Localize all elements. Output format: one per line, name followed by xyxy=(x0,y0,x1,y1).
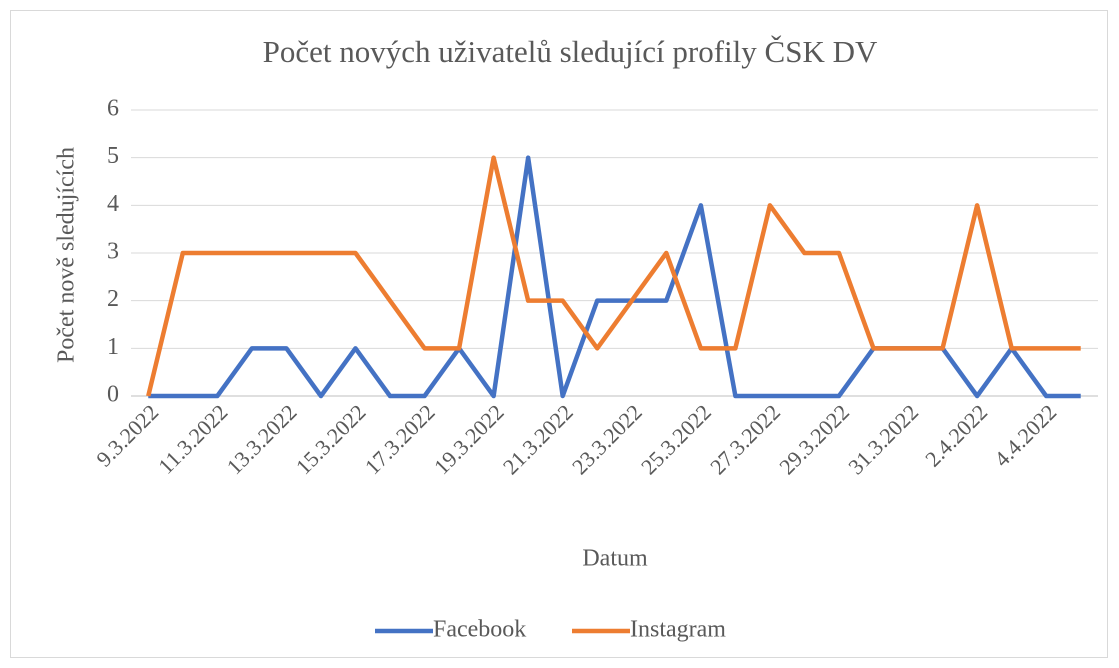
series-line xyxy=(146,155,1081,397)
y-tick-label: 3 xyxy=(107,239,119,265)
y-tick-label: 6 xyxy=(107,96,119,122)
y-tick-label: 2 xyxy=(107,286,119,312)
chart-border xyxy=(10,10,1108,658)
chart-title: Počet nových uživatelů sledující profily… xyxy=(263,34,878,69)
y-tick-label: 4 xyxy=(107,191,119,217)
legend-label: Instagram xyxy=(630,617,726,643)
x-axis-label: Datum xyxy=(582,546,648,572)
y-tick-label: 0 xyxy=(107,382,119,408)
y-tick-label: 5 xyxy=(107,143,119,169)
legend-label: Facebook xyxy=(433,617,526,643)
y-tick-label: 1 xyxy=(107,334,119,360)
y-axis-label: Počet nově sledujících xyxy=(54,147,80,363)
